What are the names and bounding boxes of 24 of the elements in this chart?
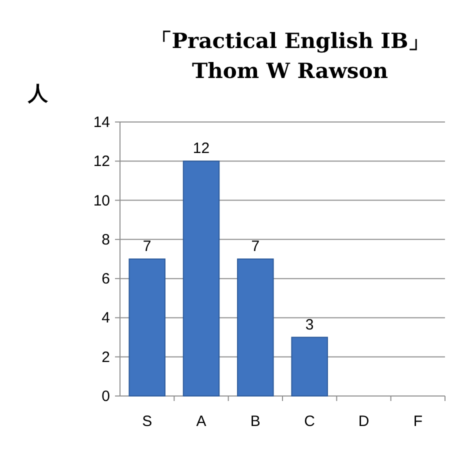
- y-tick-label: 0: [102, 388, 110, 405]
- x-tick-label: B: [250, 413, 260, 430]
- chart-title: 「Practical English ⅠB」 Thom W Rawson: [150, 28, 430, 83]
- x-tick-label: F: [413, 413, 423, 430]
- y-axis-title: 人: [27, 81, 49, 105]
- x-tick-label: D: [358, 413, 370, 430]
- data-label: 7: [142, 238, 152, 255]
- data-label: 12: [192, 140, 210, 158]
- bar: [128, 258, 166, 396]
- data-label: 3: [305, 316, 314, 334]
- y-tick-label: 14: [93, 114, 110, 131]
- bar: [291, 336, 328, 396]
- bar: [237, 258, 274, 396]
- data-label: 7: [251, 238, 260, 255]
- bar: [182, 160, 220, 396]
- x-tick-label: A: [196, 413, 206, 430]
- y-tick-label: 6: [102, 270, 110, 288]
- y-tick-label: 8: [102, 231, 110, 248]
- y-tick-label: 4: [102, 310, 110, 327]
- y-tick-label: 2: [102, 348, 110, 366]
- x-tick-label: C: [304, 413, 316, 430]
- y-tick-label: 10: [93, 192, 110, 210]
- x-tick-label: S: [142, 413, 152, 430]
- y-tick-label: 12: [93, 153, 110, 170]
